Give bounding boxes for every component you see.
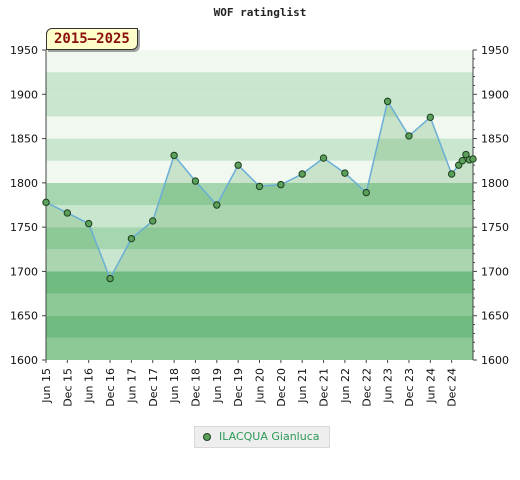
background-band (46, 72, 473, 95)
x-tick-label: Dec 21 (318, 368, 331, 407)
y-tick-label-left: 1950 (10, 44, 38, 57)
date-range-badge: 2015–2025 (46, 28, 138, 50)
background-band (46, 249, 473, 272)
x-tick-label: Jun 18 (168, 368, 181, 404)
y-tick-label-right: 1650 (481, 310, 509, 323)
data-point (405, 132, 413, 140)
background-band (46, 50, 473, 73)
legend[interactable]: ILACQUA Gianluca (194, 426, 330, 448)
data-point (127, 234, 136, 243)
x-tick-label: Dec 16 (104, 368, 117, 407)
data-point (469, 155, 477, 163)
background-band (46, 293, 473, 316)
data-point (213, 201, 221, 209)
data-point (170, 151, 178, 160)
data-point (277, 180, 285, 189)
legend-marker-icon (203, 433, 211, 441)
y-tick-label-right: 1600 (481, 354, 509, 367)
chart-title: WOF ratinglist (213, 6, 307, 19)
background-band (46, 182, 473, 205)
x-tick-label: Dec 20 (275, 368, 288, 407)
data-point (341, 169, 349, 177)
x-tick-label: Jun 16 (83, 368, 96, 404)
data-point (458, 157, 467, 165)
data-point (383, 97, 392, 106)
background-band (46, 337, 473, 360)
data-point (255, 182, 264, 191)
y-tick-label-right: 1900 (481, 88, 509, 101)
x-tick-label: Jun 23 (382, 368, 395, 404)
x-tick-label: Jun 17 (125, 368, 138, 404)
background-band (46, 315, 473, 338)
y-tick-label-left: 1650 (10, 310, 38, 323)
x-tick-label: Jun 22 (339, 368, 352, 404)
data-point (447, 170, 456, 178)
data-point (85, 219, 93, 228)
legend-label[interactable]: ILACQUA Gianluca (219, 430, 320, 443)
y-tick-label-left: 1800 (10, 177, 38, 190)
data-point (106, 274, 114, 283)
y-tick-label-left: 1700 (10, 265, 38, 278)
y-tick-label-right: 1800 (481, 177, 509, 190)
background-band (46, 160, 473, 183)
x-tick-label: Jun 20 (254, 368, 267, 404)
y-tick-label-left: 1600 (10, 354, 38, 367)
data-point (149, 217, 157, 225)
background-band (46, 138, 473, 161)
x-tick-label: Jun 21 (296, 368, 309, 404)
data-point (319, 154, 328, 162)
y-tick-label-right: 1850 (481, 133, 509, 146)
x-tick-label: Dec 15 (61, 368, 74, 407)
y-tick-label-left: 1750 (10, 221, 38, 234)
background-band (46, 116, 473, 139)
data-point (234, 161, 242, 169)
y-tick-label-left: 1900 (10, 88, 38, 101)
x-tick-label: Dec 19 (232, 368, 245, 407)
x-tick-label: Jun 15 (40, 368, 53, 404)
x-tick-label: Jun 19 (211, 368, 224, 404)
y-tick-label-right: 1750 (481, 221, 509, 234)
y-tick-label-right: 1950 (481, 44, 509, 57)
data-point (426, 113, 434, 122)
data-point (362, 188, 370, 197)
x-tick-label: Dec 17 (147, 368, 160, 407)
background-band (46, 94, 473, 117)
x-tick-label: Dec 24 (446, 368, 459, 407)
data-point (42, 198, 50, 207)
series-area (46, 101, 473, 360)
data-point (63, 209, 72, 217)
background-band (46, 227, 473, 250)
data-point (462, 150, 470, 159)
data-point (191, 177, 200, 185)
x-tick-label: Jun 24 (424, 368, 437, 404)
x-tick-label: Dec 18 (189, 368, 202, 407)
y-tick-label-right: 1700 (481, 265, 509, 278)
y-tick-label-left: 1850 (10, 133, 38, 146)
background-band (46, 271, 473, 294)
x-tick-label: Dec 23 (403, 368, 416, 407)
x-tick-label: Dec 22 (360, 368, 373, 407)
data-point (298, 170, 306, 178)
